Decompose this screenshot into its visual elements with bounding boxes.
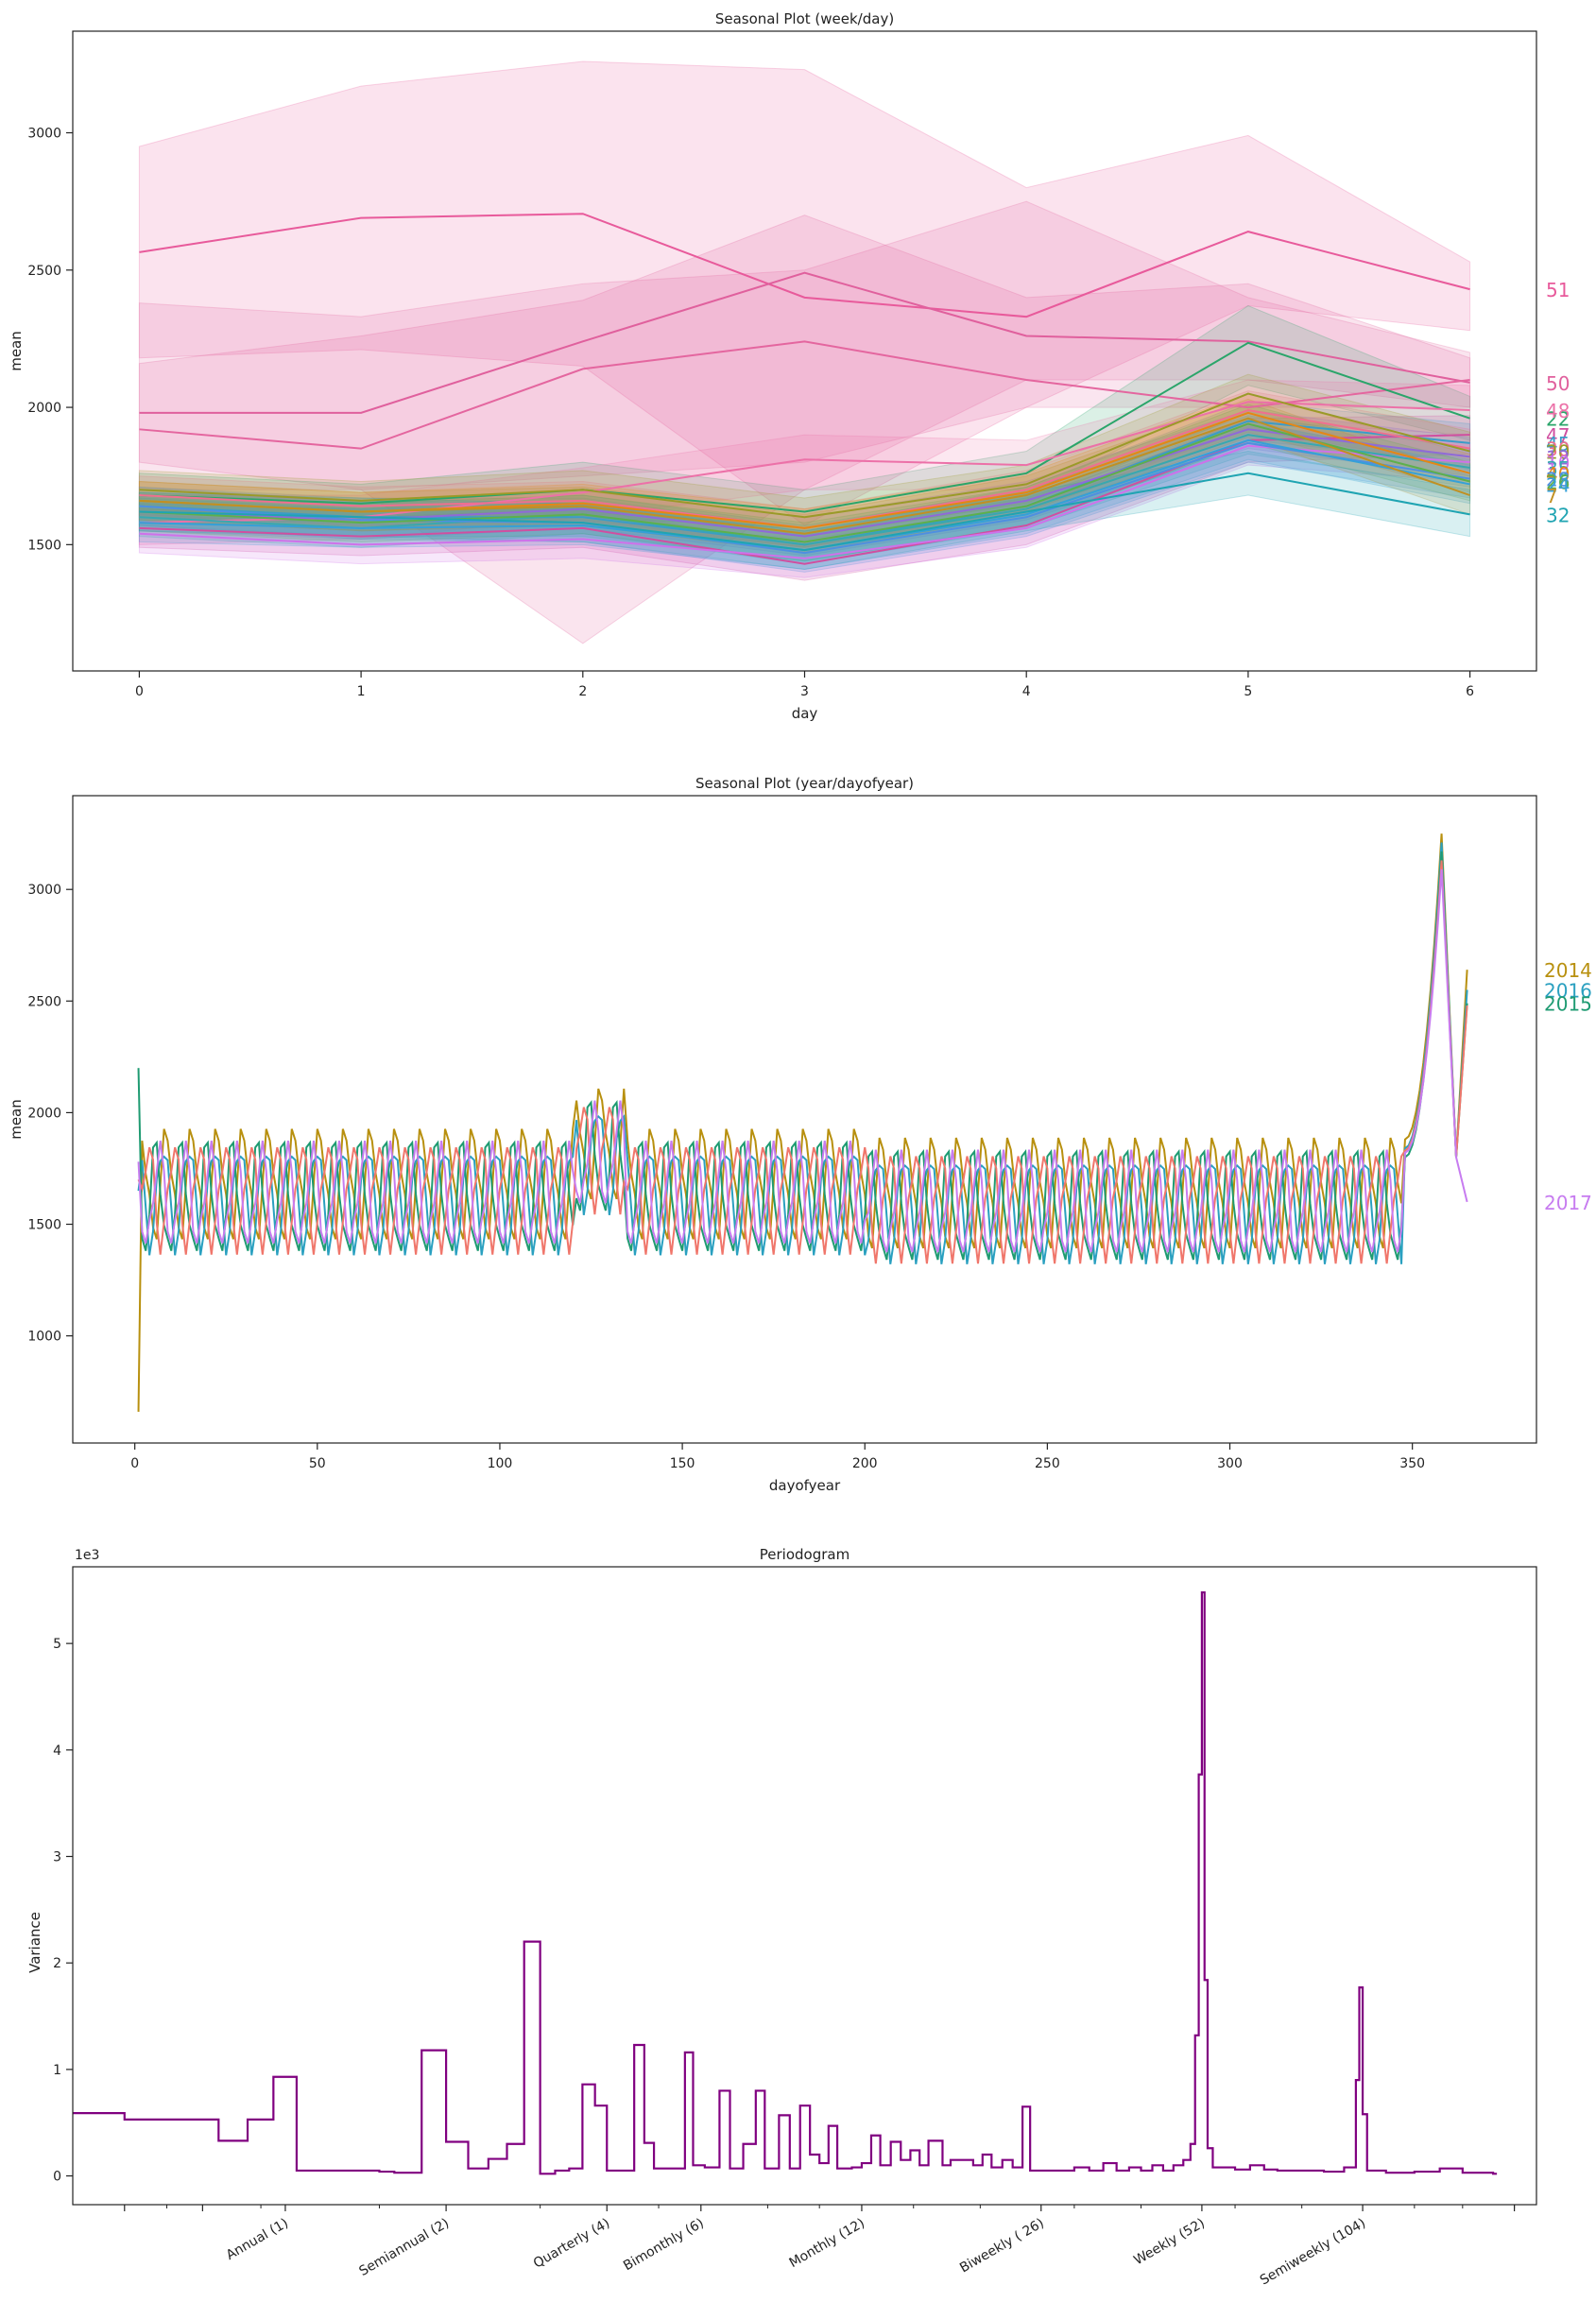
chart-title: Seasonal Plot (year/dayofyear) [695, 775, 914, 792]
y-tick-label: 2500 [27, 264, 61, 279]
x-tick-label: 100 [488, 1456, 513, 1471]
series-line-51 [139, 213, 1470, 318]
end-label-48: 48 [1546, 400, 1570, 422]
series-line-26 [139, 422, 1470, 543]
x-tick-label: 350 [1399, 1456, 1425, 1471]
x-tick-label: 5 [1244, 684, 1252, 699]
x-tick-label: Monthly (12) [787, 2216, 867, 2271]
series-line-28 [139, 441, 1470, 555]
series-line-7 [139, 417, 1470, 535]
y-tick-label: 1500 [27, 538, 61, 553]
series-line-22 [139, 341, 1470, 513]
end-label-2015: 2015 [1544, 993, 1592, 1016]
y-tick-label: 0 [53, 2170, 61, 2185]
x-tick-label: 2 [578, 684, 587, 699]
end-label-12: 12 [1546, 446, 1570, 469]
periodogram-axes-frame [72, 1566, 1537, 2206]
periodogram-line [73, 1590, 1498, 2175]
end-label-24: 24 [1546, 473, 1570, 496]
ci-band-28 [138, 422, 1471, 573]
y-tick-label: 3000 [27, 127, 61, 142]
x-tick-label: Weekly (52) [1131, 2216, 1208, 2269]
seasonal-week-day-chart: Seasonal Plot (week/day)0 1 2 3 4 5 6150020002… [8, 10, 1570, 722]
x-tick-label: 250 [1035, 1456, 1060, 1471]
chart-title: Seasonal Plot (week/day) [715, 10, 894, 27]
x-tick-label: Quarterly (4) [531, 2216, 612, 2272]
x-tick-label: 200 [852, 1456, 878, 1471]
y-axis-label: Variance [26, 1912, 43, 1973]
end-label-2014: 2014 [1544, 959, 1592, 982]
end-label-7: 7 [1546, 485, 1558, 507]
x-tick-label: 0 [135, 684, 144, 699]
end-label-26: 26 [1546, 472, 1570, 494]
seasonal-year-dayofyear-chart: Seasonal Plot (year/dayofyear) 0 50 100 150 2… [8, 775, 1592, 1494]
y-tick-label: 2500 [27, 994, 61, 1009]
end-label-20: 20 [1546, 441, 1570, 464]
series-line-2017 [137, 868, 1468, 1253]
series-line-32 [139, 472, 1470, 552]
x-tick-label: Bimonthly (6) [621, 2216, 707, 2275]
end-label-22: 22 [1546, 408, 1570, 431]
x-tick-label: 3 [800, 684, 809, 699]
year-dayofyear-axes-frame [72, 795, 1537, 1444]
x-axis-label: day [792, 705, 818, 722]
end-label-28: 28 [1546, 469, 1570, 491]
x-axis-label: dayofyear [769, 1477, 841, 1494]
y-tick-label: 5 [53, 1637, 61, 1652]
x-tick-label: Biweekly ( 26) [957, 2216, 1047, 2276]
x-tick-label: Annual (1) [224, 2216, 291, 2263]
series-line-20 [139, 392, 1470, 519]
end-label-2016: 2016 [1544, 980, 1592, 1003]
series-line-50 [139, 271, 1470, 414]
x-tick-label: 300 [1217, 1456, 1243, 1471]
end-label-51: 51 [1546, 279, 1570, 301]
end-label-47: 47 [1546, 424, 1570, 447]
end-label-2017: 2017 [1544, 1192, 1592, 1214]
x-tick-label: 0 [130, 1456, 139, 1471]
series-line-49 [139, 340, 1470, 450]
x-tick-label: Semiweekly (104) [1258, 2216, 1368, 2289]
end-label-50: 50 [1546, 372, 1570, 395]
end-label-10: 10 [1546, 452, 1570, 474]
y-scale-label: 1e3 [75, 1548, 99, 1563]
ci-band-47 [138, 415, 1471, 581]
y-tick-label: 1 [53, 2063, 61, 2078]
x-tick-label: 6 [1466, 684, 1474, 699]
ci-band-51 [138, 60, 1471, 526]
series-line-10 [139, 444, 1470, 559]
y-tick-label: 2000 [27, 1106, 61, 1121]
y-tick-label: 3 [53, 1850, 61, 1865]
y-tick-label: 1500 [27, 1218, 61, 1233]
ci-band-50 [138, 215, 1471, 644]
end-label-45: 45 [1546, 433, 1570, 455]
end-label-32: 32 [1546, 504, 1570, 526]
x-tick-label: 1 [357, 684, 366, 699]
y-tick-label: 2000 [27, 401, 61, 416]
chart-title: Periodogram [760, 1546, 849, 1563]
y-tick-label: 1000 [27, 1330, 61, 1345]
y-tick-label: 2 [53, 1956, 61, 1971]
series-line-2013 [137, 860, 1468, 1264]
y-tick-label: 3000 [27, 883, 61, 898]
end-label-40: 40 [1546, 463, 1570, 486]
y-axis-label: mean [8, 1099, 25, 1140]
y-axis-label: mean [8, 331, 25, 371]
x-tick-label: 150 [670, 1456, 695, 1471]
end-label-30: 30 [1546, 438, 1570, 461]
periodogram-chart: Periodogram 0 1 2 3 4 5 1e3 Variance Annual (1) Se… [26, 1546, 1537, 2289]
x-tick-label: 50 [309, 1456, 326, 1471]
y-tick-label: 4 [53, 1744, 61, 1759]
series-line-2014 [137, 833, 1468, 1412]
x-tick-label: Semiannual (2) [356, 2216, 452, 2279]
end-label-35: 35 [1546, 457, 1570, 480]
x-tick-label: 4 [1022, 684, 1031, 699]
